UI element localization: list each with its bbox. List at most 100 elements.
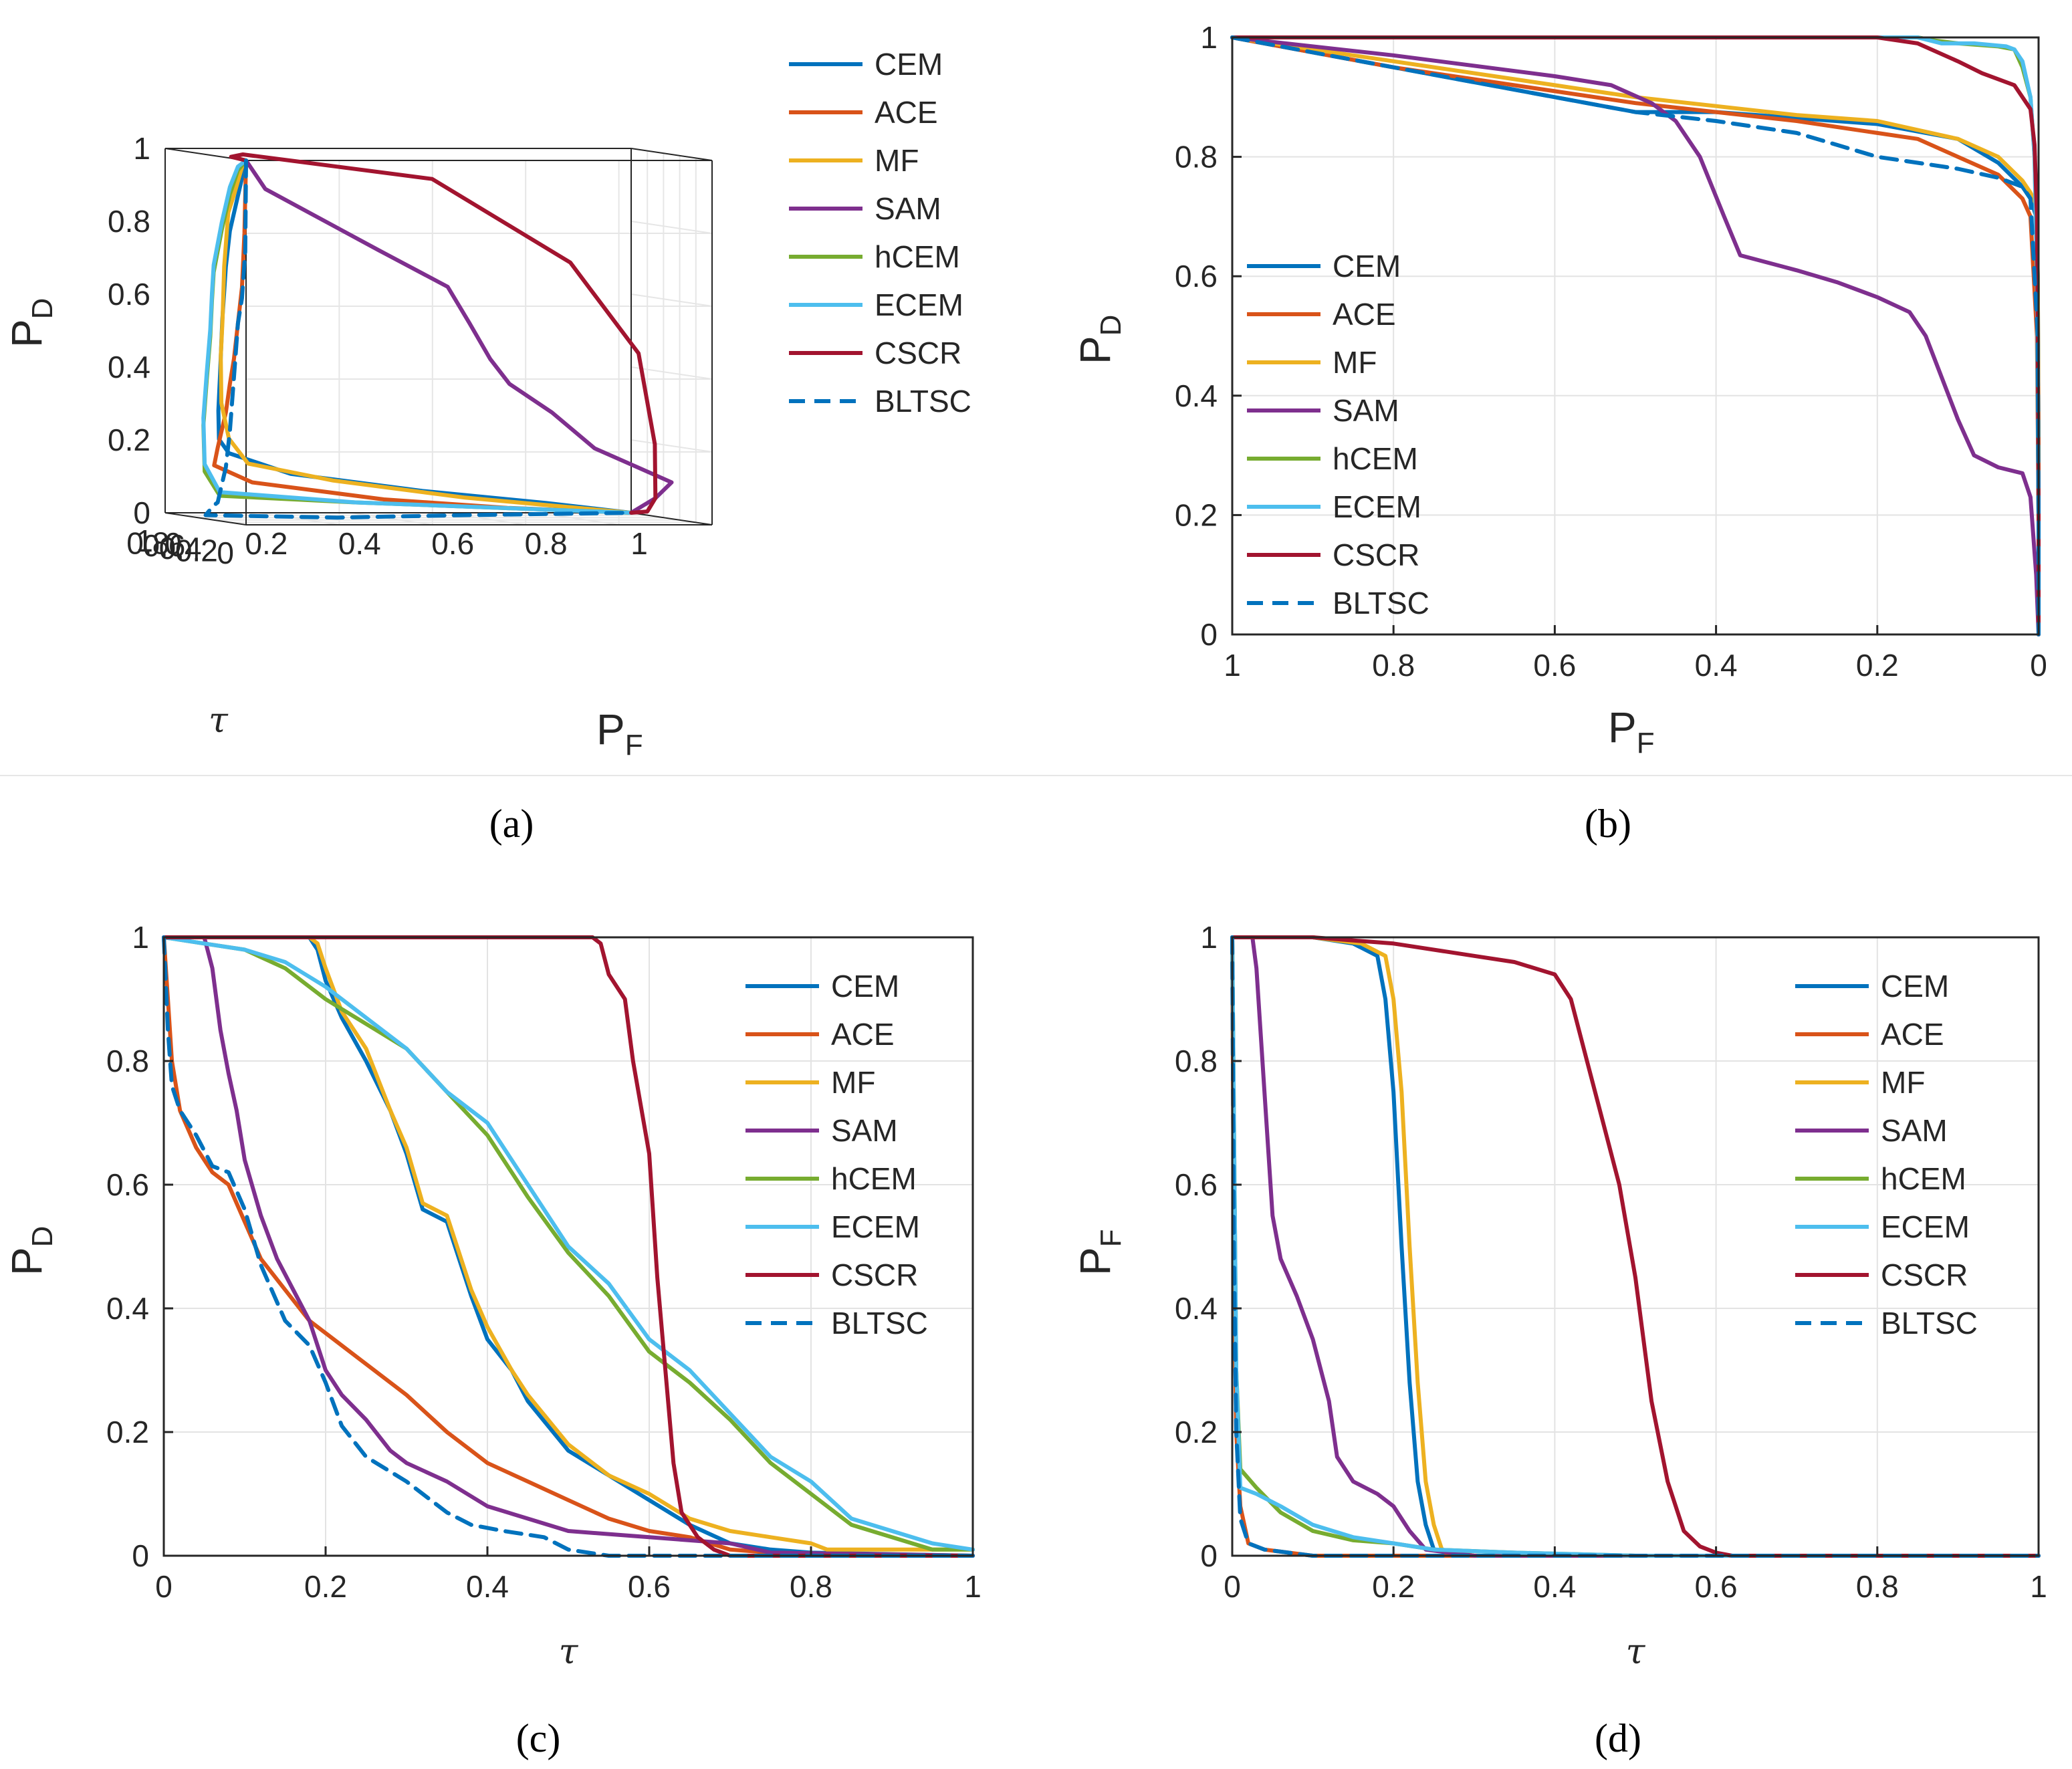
y-tick-label: 0.8 xyxy=(126,526,169,561)
panel-a: 01 00.20.8 0.20.40.6 0.40.60.4 0.60.80.2 0.81… xyxy=(3,47,971,846)
box-edge xyxy=(164,512,247,525)
series-bltsc xyxy=(162,935,975,1558)
panel-c-caption: (c) xyxy=(516,1716,561,1760)
legend-label-bltsc: BLTSC xyxy=(831,1306,928,1340)
series-cscr xyxy=(229,152,658,515)
panel-b-ylabel: PD xyxy=(1071,315,1127,364)
y-tick-label: 0.8 xyxy=(1175,1044,1218,1078)
panel-a-ylabel: τ xyxy=(209,701,229,741)
panel-d-lines xyxy=(1230,935,2041,1558)
legend-label-hcem: hCEM xyxy=(875,239,960,274)
series-sam xyxy=(244,158,674,515)
series-sam xyxy=(162,935,975,1558)
panel-d-ylabel: PF xyxy=(1071,1229,1127,1276)
series-sam xyxy=(1230,35,2041,636)
x-tick-label: 0.2 xyxy=(245,526,287,561)
panel-b-caption: (b) xyxy=(1585,802,1631,846)
series-bltsc xyxy=(203,158,633,520)
legend-label-ecem: ECEM xyxy=(831,1209,920,1244)
z-tick-label: 1 xyxy=(133,131,150,166)
panel-c-ylabel: PD xyxy=(3,1226,59,1276)
x-tick-label: 0.8 xyxy=(1856,1569,1899,1604)
x-tick-label: 0.4 xyxy=(1695,648,1738,683)
panel-a-xlabel: PF xyxy=(596,705,643,761)
panel-c: 0 0.2 0.4 0.6 0.8 1 0 0.2 0.4 0.6 0.8 1 PD τ CEM ACE… xyxy=(3,920,982,1760)
legend-label-cscr: CSCR xyxy=(1881,1258,1968,1292)
series-cscr xyxy=(162,935,975,1558)
legend-label-mf: MF xyxy=(831,1065,875,1100)
grid-side-z xyxy=(630,366,713,380)
panel-c-legend: CEM ACE MF SAM hCEM ECEM CSCR BLTSC xyxy=(745,969,928,1340)
y-tick-label: 0.4 xyxy=(1175,1291,1218,1326)
legend-label-cem: CEM xyxy=(1881,969,1949,1004)
y-tick-label: 0.2 xyxy=(106,1415,149,1449)
y-tick-label: 1 xyxy=(1200,920,1218,955)
legend-label-bltsc: BLTSC xyxy=(1881,1306,1978,1340)
legend-label-sam: SAM xyxy=(831,1113,898,1148)
panel-a-legend: CEM ACE MF SAM hCEM ECEM CSCR BLTSC xyxy=(789,47,971,419)
x-tick-label: 0.4 xyxy=(338,526,381,561)
panel-b-legend: CEM ACE MF SAM hCEM ECEM CSCR BLTSC xyxy=(1247,249,1429,620)
panel-c-axes xyxy=(162,936,974,1557)
x-tick-label: 0.8 xyxy=(1372,648,1415,683)
grid-side-z xyxy=(630,221,713,234)
y-tick-label: 0.6 xyxy=(106,1167,149,1202)
panel-b: 1 0.8 0.6 0.4 0.2 0 0 0.2 0.4 0.6 0.8 1 PD PF CEM AC… xyxy=(1071,20,2047,846)
legend-label-ecem: ECEM xyxy=(1333,489,1421,524)
x-tick-label: 0.2 xyxy=(304,1569,347,1604)
series-ace xyxy=(162,935,975,1558)
x-tick-label: 1 xyxy=(2030,1569,2047,1604)
z-tick-label: 0.8 xyxy=(108,204,150,239)
panel-b-xlabel: PF xyxy=(1608,703,1655,759)
y-tick-label: 1 xyxy=(1200,20,1218,55)
legend-label-mf: MF xyxy=(1333,345,1377,380)
y-tick-label: 0.4 xyxy=(1175,378,1218,413)
legend-label-cscr: CSCR xyxy=(831,1258,918,1292)
panel-a-lines xyxy=(201,152,674,520)
legend-label-mf: MF xyxy=(875,143,919,178)
y-tick-label: 1 xyxy=(132,920,149,955)
y-tick-label: 0.4 xyxy=(106,1291,149,1326)
series-cscr xyxy=(1230,935,2041,1558)
x-tick-label: 0 xyxy=(2030,648,2047,683)
legend-label-sam: SAM xyxy=(1881,1113,1948,1148)
box-edge xyxy=(630,148,713,161)
series-cem xyxy=(162,935,975,1558)
y-tick-label: 1 xyxy=(136,523,153,558)
legend-label-cem: CEM xyxy=(875,47,943,82)
grid-side-z xyxy=(630,439,713,453)
legend-label-hcem: hCEM xyxy=(1881,1161,1966,1196)
y-tick-label: 0.2 xyxy=(175,533,218,568)
y-tick-label: 0.8 xyxy=(1175,140,1218,174)
legend-label-hcem: hCEM xyxy=(831,1161,917,1196)
x-tick-label: 0 xyxy=(1224,1569,1241,1604)
x-tick-label: 0.4 xyxy=(1533,1569,1576,1604)
panel-a-zlabel: PD xyxy=(3,298,59,348)
legend-label-ace: ACE xyxy=(1333,297,1396,332)
panel-d: 0 0.2 0.4 0.6 0.8 1 0 0.2 0.4 0.6 0.8 1 PF τ CEM ACE… xyxy=(1071,920,2047,1760)
y-tick-label: 0 xyxy=(217,536,234,570)
x-tick-label: 0.6 xyxy=(1695,1569,1738,1604)
x-tick-label: 0 xyxy=(155,1569,172,1604)
legend-label-bltsc: BLTSC xyxy=(1333,586,1429,620)
legend-label-ace: ACE xyxy=(875,95,938,130)
legend-label-cem: CEM xyxy=(1333,249,1401,283)
x-tick-label: 0.2 xyxy=(1856,648,1899,683)
series-hcem xyxy=(162,935,975,1552)
series-sam xyxy=(1230,935,2041,1558)
z-tick-label: 0.4 xyxy=(108,350,150,384)
x-tick-label: 0 xyxy=(164,526,182,561)
y-tick-label: 0.6 xyxy=(1175,1167,1218,1202)
y-tick-label: 0.4 xyxy=(159,531,202,566)
panel-d-ticks: 0 0.2 0.4 0.6 0.8 1 0 0.2 0.4 0.6 0.8 1 xyxy=(1175,920,2047,1604)
y-tick-label: 0.6 xyxy=(1175,259,1218,293)
legend-label-sam: SAM xyxy=(1333,393,1399,428)
y-tick-label: 0 xyxy=(132,1538,149,1573)
x-tick-label: 1 xyxy=(1224,648,1241,683)
legend-label-sam: SAM xyxy=(875,191,941,226)
y-tick-label: 0.6 xyxy=(142,528,185,563)
panel-a-ticks: 01 00.20.8 0.20.40.6 0.40.60.4 0.60.80.2 0.81… xyxy=(108,131,648,570)
legend-label-mf: MF xyxy=(1881,1065,1925,1100)
z-tick-label: 0 xyxy=(133,495,150,530)
x-tick-label: 0.8 xyxy=(525,526,568,561)
